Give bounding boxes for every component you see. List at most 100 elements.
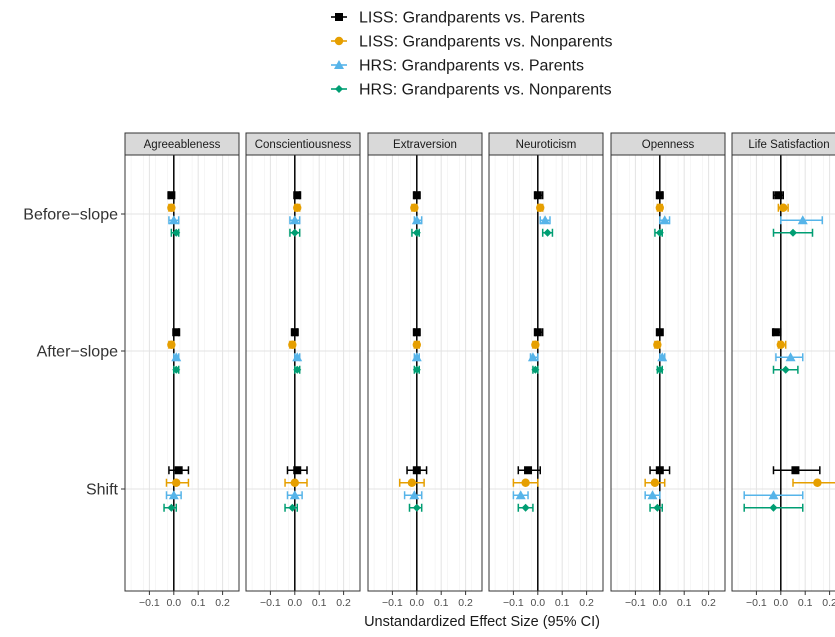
data-point [515, 490, 526, 500]
data-point [655, 466, 664, 475]
data-point [785, 352, 796, 362]
data-point [288, 503, 297, 512]
data-point [412, 328, 421, 337]
panel-background [732, 155, 835, 591]
x-tick-label: 0.0 [287, 597, 302, 609]
data-point [536, 203, 545, 212]
legend-label-liss-grandparents-vs-parents: LISS: Grandparents vs. Parents [359, 10, 585, 27]
data-point [776, 340, 785, 349]
panel-border [731, 154, 835, 592]
data-point [293, 191, 302, 200]
legend-key-marker [334, 36, 344, 46]
x-tick-label: 0.2 [215, 597, 230, 609]
panel-border [488, 154, 604, 592]
data-point [533, 328, 542, 337]
x-tick-label: 0.1 [312, 597, 327, 609]
data-point [174, 466, 183, 475]
x-tick-label: 0.1 [677, 597, 692, 609]
y-tick-label-after-slope: After−slope [37, 344, 118, 361]
x-tick-label: −0.1 [139, 597, 160, 609]
data-point [289, 215, 300, 225]
x-tick-label: 0.2 [822, 597, 835, 609]
legend-key-marker [334, 60, 344, 69]
data-point [412, 466, 421, 475]
x-tick-label: 0.1 [434, 597, 449, 609]
data-point [292, 352, 303, 362]
facet-label-life-satisfaction: Life Satisfaction [748, 139, 829, 151]
data-point [167, 203, 176, 212]
data-point [412, 365, 421, 374]
data-point [531, 365, 540, 374]
data-point [172, 328, 181, 337]
x-tick-label: 0.2 [701, 597, 716, 609]
data-point [650, 478, 660, 487]
data-point [531, 340, 540, 349]
x-tick-label: 0.0 [530, 597, 545, 609]
legend-key-marker [335, 85, 343, 93]
data-point [768, 490, 779, 500]
data-point [412, 503, 421, 512]
legend-label-hrs-grandparents-vs-parents: HRS: Grandparents vs. Parents [359, 58, 584, 75]
legend-label-liss-grandparents-vs-nonparents: LISS: Grandparents vs. Nonparents [359, 34, 612, 51]
data-point [789, 228, 797, 237]
data-point [527, 352, 538, 362]
data-point [409, 490, 420, 500]
facet-label-openness: Openness [642, 139, 695, 151]
x-tick-label: 0.1 [191, 597, 206, 609]
data-point [172, 228, 181, 237]
data-point [168, 215, 179, 225]
x-tick-label: −0.1 [625, 597, 646, 609]
facet-label-agreeableness: Agreeableness [144, 139, 221, 151]
data-point [521, 478, 530, 487]
data-point [167, 503, 176, 512]
panel-border [610, 154, 726, 592]
data-point [771, 328, 780, 337]
legend-label-hrs-grandparents-vs-nonparents: HRS: Grandparents vs. Nonparents [359, 82, 612, 99]
data-point [779, 203, 788, 212]
facet-label-neuroticism: Neuroticism [516, 139, 577, 151]
data-point [655, 203, 664, 212]
x-tick-label: 0.1 [555, 597, 570, 609]
y-tick-label-before-slope: Before−slope [23, 207, 118, 224]
data-point [172, 478, 181, 487]
data-point [543, 228, 552, 237]
x-tick-label: 0.2 [336, 597, 351, 609]
y-tick-label-shift: Shift [86, 482, 119, 499]
data-point [657, 352, 668, 362]
data-point [521, 503, 530, 512]
data-point [411, 352, 422, 362]
x-tick-label: 0.0 [409, 597, 424, 609]
panel-border [245, 154, 361, 592]
data-point [533, 191, 542, 200]
data-point [655, 365, 664, 374]
data-point [290, 328, 299, 337]
data-point [797, 215, 808, 225]
x-tick-label: 0.0 [773, 597, 788, 609]
x-tick-label: 0.1 [798, 597, 813, 609]
data-point [167, 191, 176, 200]
data-point [167, 340, 176, 349]
data-point [774, 191, 783, 200]
data-point [813, 478, 822, 487]
panel-background [611, 155, 725, 591]
panel-background [368, 155, 482, 591]
data-point [290, 478, 299, 487]
data-point [659, 215, 670, 225]
facet-label-extraversion: Extraversion [393, 139, 457, 151]
data-point [293, 203, 302, 212]
facet-label-conscientiousness: Conscientiousness [255, 139, 352, 151]
panel-border [124, 154, 240, 592]
data-point [407, 478, 417, 487]
data-point [781, 365, 790, 374]
data-point [410, 203, 419, 212]
data-point [168, 490, 179, 500]
data-point [411, 215, 422, 225]
data-point [791, 466, 800, 475]
data-point [293, 466, 302, 475]
data-point [655, 191, 664, 200]
data-point [412, 340, 421, 349]
data-point [412, 228, 421, 237]
data-point [289, 490, 300, 500]
